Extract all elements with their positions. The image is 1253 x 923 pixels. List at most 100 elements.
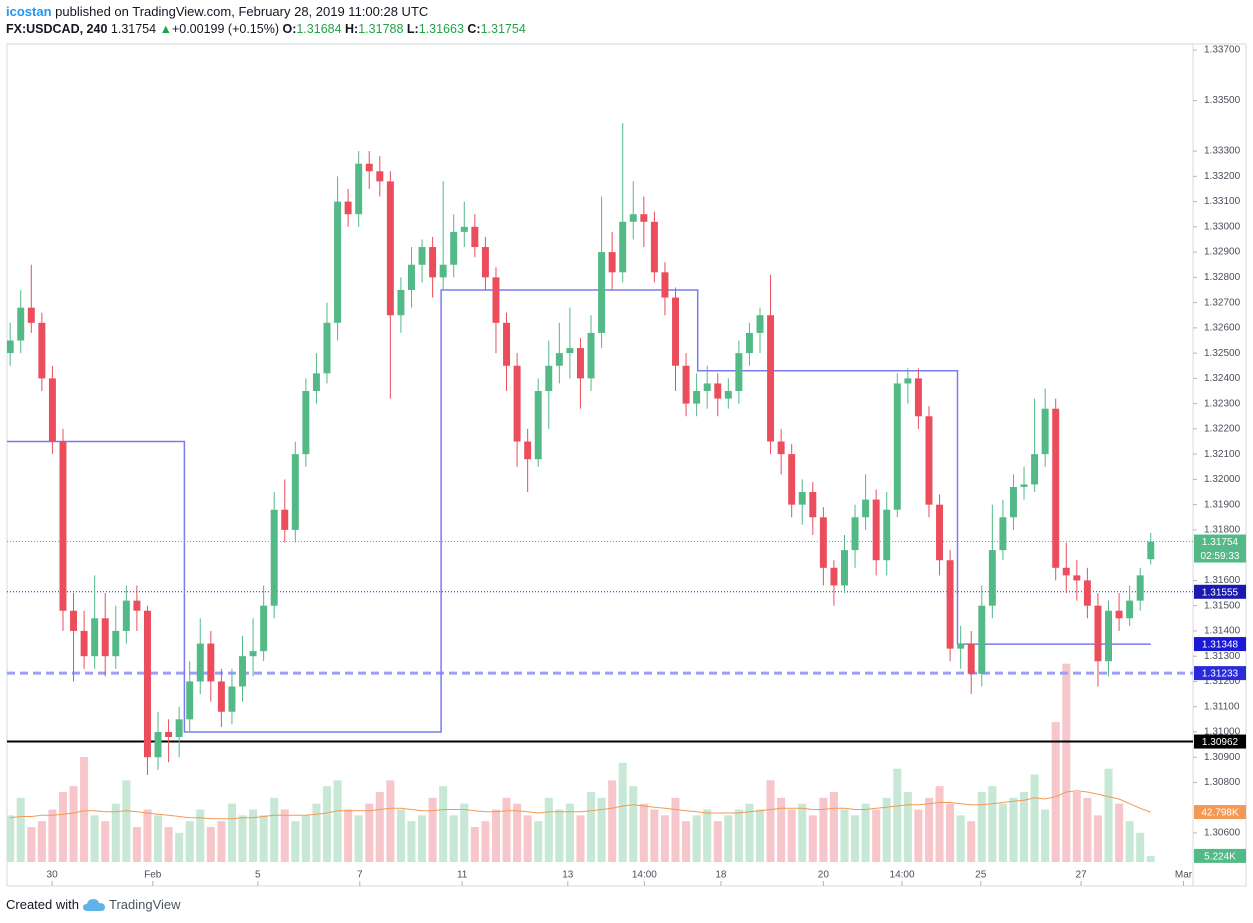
volume-bar (639, 803, 648, 862)
candle-body (576, 348, 584, 379)
candle-body (365, 163, 373, 172)
volume-bar (1115, 803, 1124, 862)
change: +0.00199 (+0.15%) (171, 22, 279, 36)
volume-bar (122, 780, 131, 862)
candle-body (893, 383, 901, 510)
volume-bar (998, 803, 1007, 862)
high-label: H: (345, 22, 359, 36)
candle-body (70, 610, 78, 631)
y-tick-label: 1.33000 (1204, 221, 1241, 232)
y-tick-label: 1.31900 (1204, 499, 1241, 510)
volume-bar (196, 809, 205, 862)
candle-body (724, 391, 732, 399)
candle-body (334, 201, 342, 323)
candle-body (967, 643, 975, 674)
volume-bar (766, 780, 775, 862)
candle-body (450, 231, 458, 265)
candle-body (946, 560, 954, 649)
volume-bar (7, 815, 15, 862)
volume-bar (703, 809, 712, 862)
volume-bar (1125, 821, 1134, 862)
volume-bar (819, 797, 828, 862)
candle-body (112, 630, 120, 657)
volume-bar (90, 815, 99, 862)
volume-bar (935, 786, 944, 862)
volume-bar (840, 809, 849, 862)
candle-body (59, 441, 67, 611)
open-label: O: (282, 22, 297, 36)
x-tick-label: Feb (144, 870, 162, 881)
x-tick-label: 20 (818, 870, 830, 881)
candle-body (841, 550, 848, 586)
volume-bar (80, 757, 89, 862)
candle-body (1009, 486, 1017, 518)
volume-bar (713, 821, 722, 862)
candle-body (714, 383, 722, 399)
candle-body (809, 492, 817, 518)
y-tick-label: 1.33100 (1204, 196, 1241, 207)
x-tick-label: 14:00 (890, 870, 915, 881)
volume-tag-bg (1194, 848, 1246, 863)
candle-body (914, 378, 922, 417)
candle-body (1020, 484, 1028, 487)
x-tick-label: 14:00 (632, 870, 657, 881)
candle-body (872, 499, 880, 561)
candle-body (1115, 610, 1123, 619)
volume-bar (755, 809, 765, 862)
candle-body (133, 600, 141, 611)
volume-bar (69, 786, 78, 862)
volume-bar (291, 821, 300, 862)
volume-bar (154, 815, 163, 862)
candle-body (524, 441, 532, 460)
candle-body (513, 365, 521, 442)
close-label: C: (467, 22, 481, 36)
y-tick-label: 1.32300 (1204, 398, 1241, 409)
volume-bar (587, 792, 596, 862)
candle-body (703, 383, 711, 392)
volume-ma-line (10, 790, 1151, 820)
symbol: FX:USDCAD, 240 (6, 22, 108, 36)
candle-body (418, 247, 426, 265)
candle-body (386, 181, 394, 316)
price-tag: 1.31754 (1202, 537, 1239, 548)
volume-bar (1093, 815, 1102, 862)
volume-bar (724, 815, 733, 862)
candle-body (1031, 454, 1039, 485)
volume-bar (27, 827, 36, 862)
volume-bar (1136, 832, 1145, 862)
volume-bar (1083, 797, 1092, 862)
volume-bar (280, 809, 289, 862)
volume-bar (861, 803, 870, 862)
volume-bar (671, 797, 680, 862)
volume-bar (491, 809, 500, 862)
volume-bar (1030, 774, 1039, 862)
author[interactable]: icostan (6, 4, 52, 19)
candle-body (17, 307, 25, 341)
volume-bar (924, 797, 933, 862)
volume-bar (1072, 792, 1081, 862)
candle-body (693, 391, 701, 404)
candle-body (101, 618, 109, 657)
volume-bar (555, 809, 564, 862)
volume-bar (608, 780, 617, 862)
step-tag: 1.31348 (1202, 640, 1239, 651)
candle-body (397, 289, 405, 316)
candle-body (344, 201, 352, 215)
y-tick-label: 1.31300 (1204, 651, 1241, 662)
volume-bar (344, 809, 353, 862)
volume-bar (977, 792, 986, 862)
price-tag-bg (1194, 734, 1246, 749)
candle-body (735, 353, 743, 392)
volume-bar (1009, 797, 1018, 862)
volume-bar (513, 803, 522, 862)
price-pane (7, 123, 1193, 775)
brand[interactable]: TradingView (108, 897, 181, 912)
y-tick-label: 1.31500 (1204, 600, 1241, 611)
candle-body (217, 681, 225, 712)
candle-body (291, 454, 299, 530)
candle-body (376, 171, 384, 182)
volume-bar (534, 821, 543, 862)
volume-bar (734, 809, 743, 862)
y-tick-label: 1.30600 (1204, 828, 1241, 839)
volume-bar (185, 821, 194, 862)
